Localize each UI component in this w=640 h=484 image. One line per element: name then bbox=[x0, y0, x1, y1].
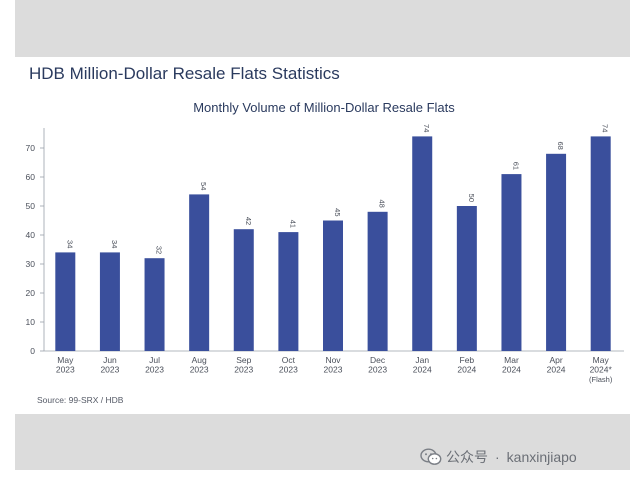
x-tick-label: 2024* bbox=[590, 365, 613, 375]
bar bbox=[501, 174, 522, 351]
y-tick-label: 60 bbox=[26, 172, 36, 182]
report-title: HDB Million-Dollar Resale Flats Statisti… bbox=[29, 64, 340, 83]
x-tick-label: 2023 bbox=[100, 365, 119, 375]
bar-value-label: 54 bbox=[199, 182, 208, 190]
x-tick-label: 2023 bbox=[190, 365, 209, 375]
bar-value-label: 68 bbox=[556, 141, 565, 149]
bar-value-label: 45 bbox=[333, 208, 342, 216]
x-tick-label: Sep bbox=[236, 355, 251, 365]
x-tick-label: 2023 bbox=[368, 365, 387, 375]
x-tick-label: 2023 bbox=[279, 365, 298, 375]
wechat-icon bbox=[420, 448, 442, 465]
y-tick-label: 70 bbox=[26, 143, 36, 153]
bar bbox=[546, 153, 567, 351]
top-gray-band bbox=[15, 0, 630, 57]
x-tick-label: Dec bbox=[370, 355, 386, 365]
x-tick-label: May bbox=[593, 355, 610, 365]
x-tick-label: 2024 bbox=[457, 365, 476, 375]
y-tick-label: 20 bbox=[26, 288, 36, 298]
bar-value-label: 34 bbox=[110, 240, 119, 248]
bars bbox=[55, 136, 611, 351]
x-tick-label: May bbox=[57, 355, 74, 365]
bottom-gray-band bbox=[15, 414, 630, 470]
y-tick-label: 10 bbox=[26, 317, 36, 327]
y-tick-label: 0 bbox=[30, 346, 35, 356]
x-tick-label: Jan bbox=[415, 355, 429, 365]
x-axis: May2023Jun2023Jul2023Aug2023Sep2023Oct20… bbox=[44, 350, 624, 384]
bar bbox=[412, 136, 433, 351]
bar bbox=[323, 220, 343, 351]
x-tick-label: Nov bbox=[325, 355, 341, 365]
x-tick-label: 2024 bbox=[413, 365, 432, 375]
source-note: Source: 99-SRX / HDB bbox=[37, 395, 124, 405]
bar-value-label: 48 bbox=[378, 199, 387, 207]
bar bbox=[367, 211, 388, 351]
bar-value-label: 34 bbox=[65, 240, 74, 248]
watermark-account: kanxinjiapo bbox=[506, 449, 577, 465]
x-tick-label: Jun bbox=[103, 355, 117, 365]
data-labels: 34 34 32 54 42 41 45 48 74 50 61 68 74 bbox=[65, 124, 609, 254]
x-tick-label: 2023 bbox=[145, 365, 164, 375]
y-tick-label: 40 bbox=[26, 230, 36, 240]
x-tick-label: 2023 bbox=[234, 365, 253, 375]
bar bbox=[590, 136, 611, 351]
x-tick-label: (Flash) bbox=[589, 375, 613, 384]
bar bbox=[456, 206, 477, 351]
bar-value-label: 42 bbox=[244, 217, 253, 225]
bar bbox=[99, 252, 120, 351]
bar-value-label: 74 bbox=[422, 124, 431, 132]
bar-value-label: 41 bbox=[288, 220, 297, 228]
x-tick-label: Apr bbox=[549, 355, 562, 365]
y-axis: 0 10 20 30 40 50 60 70 bbox=[26, 128, 45, 356]
x-tick-label: Aug bbox=[192, 355, 207, 365]
bar-value-label: 32 bbox=[155, 246, 164, 254]
watermark-separator: · bbox=[495, 449, 500, 465]
bar bbox=[189, 194, 210, 351]
bar bbox=[55, 252, 76, 351]
x-tick-label: Mar bbox=[504, 355, 519, 365]
bar-value-label: 74 bbox=[601, 124, 610, 132]
y-tick-label: 50 bbox=[26, 201, 36, 211]
x-tick-label: Oct bbox=[282, 355, 296, 365]
x-tick-label: 2023 bbox=[56, 365, 75, 375]
x-tick-label: 2024 bbox=[547, 365, 566, 375]
bar-value-label: 61 bbox=[511, 162, 520, 170]
watermark-platform: 公众号 bbox=[446, 449, 488, 465]
x-tick-label: 2023 bbox=[324, 365, 343, 375]
y-tick-label: 30 bbox=[26, 259, 36, 269]
x-tick-label: Feb bbox=[460, 355, 475, 365]
watermark: 公众号 · kanxinjiapo bbox=[420, 447, 577, 467]
bar bbox=[278, 232, 299, 351]
chart-title: Monthly Volume of Million-Dollar Resale … bbox=[193, 100, 455, 115]
bar bbox=[144, 258, 165, 351]
bar bbox=[233, 229, 254, 351]
x-tick-label: Jul bbox=[149, 355, 160, 365]
x-tick-label: 2024 bbox=[502, 365, 521, 375]
bar-value-label: 50 bbox=[467, 194, 476, 202]
